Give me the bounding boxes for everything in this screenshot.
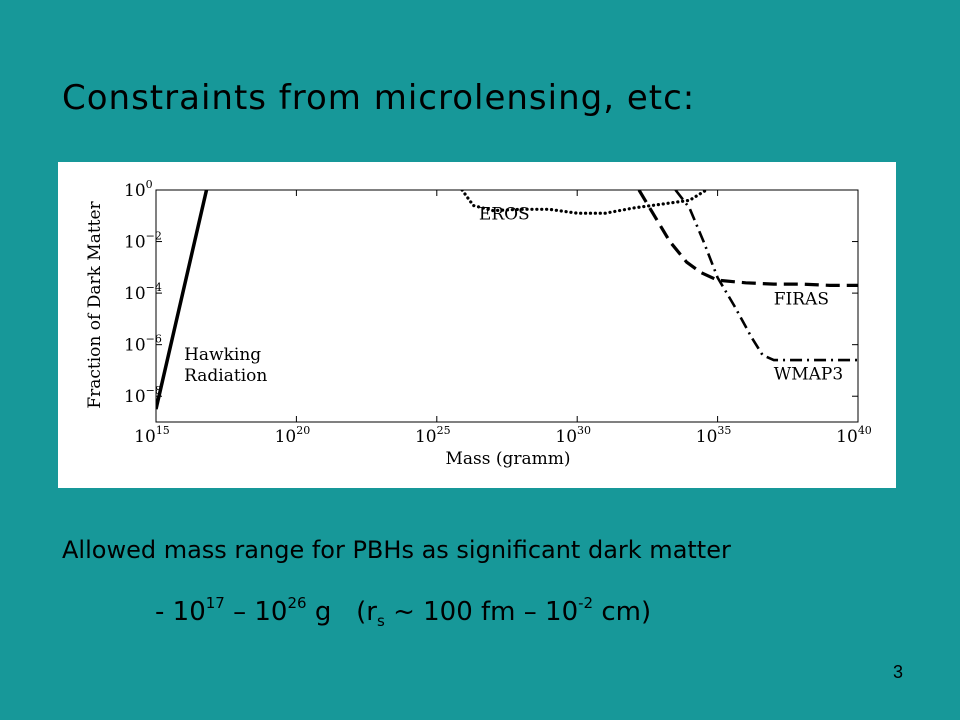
radius-subscript: s xyxy=(376,612,385,630)
y-tick-label: 100 xyxy=(124,178,153,201)
series-label-firas: FIRAS xyxy=(774,290,829,310)
x-tick-label: 1040 xyxy=(836,424,872,447)
mass-unit: g xyxy=(314,597,332,627)
x-axis-label: Mass (gramm) xyxy=(445,449,570,469)
x-tick-label: 1020 xyxy=(275,424,311,447)
y-tick-label: 10−6 xyxy=(124,333,162,356)
mass-range-separator: – xyxy=(233,597,247,627)
mass-high-exponent: 26 xyxy=(287,594,307,612)
series-label-wmap3: WMAP3 xyxy=(774,364,843,384)
series-line-hawking-radiation xyxy=(156,190,209,410)
radius-separator: – xyxy=(523,597,537,627)
mass-range-line: - 1017 – 1026 g (rs ~ 100 fm – 10-2 cm) xyxy=(155,594,651,630)
series-layer xyxy=(156,190,858,410)
plot-area-frame xyxy=(155,189,859,423)
x-tick-label: 1030 xyxy=(555,424,591,447)
radius-cm-unit: cm) xyxy=(601,597,652,627)
series-line-eros xyxy=(460,190,708,215)
allowed-range-text: Allowed mass range for PBHs as significa… xyxy=(62,536,731,564)
slide-title: Constraints from microlensing, etc: xyxy=(62,78,696,118)
chart-svg: 1015 1020 1025 1030 1035 1040 100 10−2 10−4 10−6… xyxy=(85,178,872,469)
x-tick-label: 1035 xyxy=(696,424,732,447)
series-line-firas xyxy=(637,190,858,287)
x-tick-label: 1015 xyxy=(134,424,170,447)
x-axis-ticks: 1015 1020 1025 1030 1035 1040 xyxy=(134,190,872,447)
y-axis-label: Fraction of Dark Matter xyxy=(85,200,105,408)
mass-high-base: 10 xyxy=(254,597,288,627)
page-number: 3 xyxy=(892,662,903,682)
radius-open: (r xyxy=(356,597,377,627)
chart-panel: 1015 1020 1025 1030 1035 1040 100 10−2 10−4 10−6… xyxy=(58,162,896,488)
radius-cm-exponent: -2 xyxy=(578,594,594,612)
mass-low-base: 10 xyxy=(172,597,206,627)
radius-approx: ~ 100 fm xyxy=(393,597,516,627)
y-tick-label: 10−2 xyxy=(124,230,162,253)
x-tick-label: 1025 xyxy=(415,424,451,447)
mass-range-dash: - xyxy=(155,597,165,627)
y-tick-label: 10−4 xyxy=(124,281,162,304)
series-label-eros: EROS xyxy=(479,205,530,225)
series-label-hawking-radiation: Hawking Radiation xyxy=(184,345,267,386)
series-labels: Hawking Radiation EROS FIRAS WMAP3 xyxy=(184,205,843,386)
mass-low-exponent: 17 xyxy=(205,594,225,612)
radius-cm-base: 10 xyxy=(545,597,579,627)
